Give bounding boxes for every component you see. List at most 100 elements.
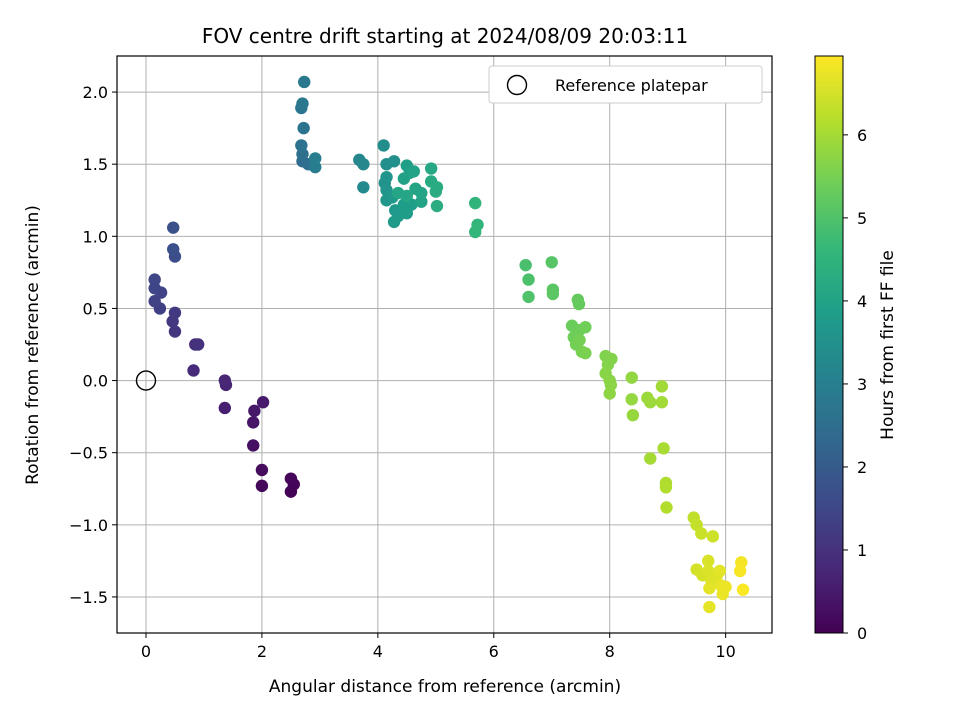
data-point <box>469 225 482 239</box>
data-point <box>309 152 322 165</box>
reference-point <box>135 370 157 391</box>
data-point <box>545 256 558 269</box>
data-point <box>256 396 270 409</box>
y-axis: −1.5 −1.0 −0.5 0.0 0.5 1.0 1.5 2.0 <box>69 83 117 607</box>
legend-marker-open-circle <box>506 74 528 96</box>
data-point <box>168 306 182 319</box>
y-tick-label: −1.5 <box>69 588 108 607</box>
data-point <box>387 155 401 168</box>
y-tick-label: 0.5 <box>83 299 108 318</box>
data-point <box>522 273 535 286</box>
x-tick-label: 6 <box>489 642 499 661</box>
x-tick-label: 0 <box>141 642 151 661</box>
data-point <box>148 295 161 308</box>
plot-background <box>117 56 772 633</box>
y-tick-label: 1.0 <box>83 227 108 246</box>
data-point <box>397 172 411 185</box>
data-point <box>579 346 592 360</box>
data-point <box>357 157 370 171</box>
x-tick-label: 2 <box>257 642 267 661</box>
data-point <box>255 463 269 477</box>
data-point <box>703 582 716 595</box>
data-point <box>296 97 309 110</box>
legend-box <box>488 65 763 104</box>
colorbar-tick-label: 0 <box>857 624 867 643</box>
data-point <box>298 75 311 89</box>
x-axis: 0 2 4 6 8 10 <box>141 633 736 661</box>
data-point <box>430 199 444 213</box>
colorbar-label: Hours from first FF file <box>878 250 898 440</box>
data-point <box>625 371 638 384</box>
legend: Reference platepar <box>488 65 763 104</box>
y-tick-label: −0.5 <box>69 444 108 463</box>
colorbar-bar <box>814 55 844 634</box>
data-points <box>148 75 750 614</box>
data-point <box>657 442 670 455</box>
data-point <box>644 452 657 465</box>
legend-label: Reference platepar <box>555 76 708 95</box>
data-point <box>247 439 260 452</box>
plot-frame <box>116 55 773 634</box>
y-tick-label: 0.0 <box>83 372 108 391</box>
data-point <box>191 338 205 351</box>
data-point <box>603 387 616 400</box>
data-point <box>424 162 438 175</box>
y-tick-label: 2.0 <box>83 83 108 102</box>
colorbar-tick-label: 2 <box>857 458 867 477</box>
data-point <box>733 564 747 578</box>
data-point <box>400 189 414 203</box>
data-point <box>703 600 716 614</box>
colorbar-tick-label: 5 <box>857 209 867 228</box>
colorbar-tick-label: 6 <box>857 126 867 145</box>
y-axis-label: Rotation from reference (arcmin) <box>23 205 43 485</box>
colorbar-tick-label: 4 <box>857 292 867 311</box>
x-tick-label: 8 <box>605 642 615 661</box>
chart-title: FOV centre drift starting at 2024/08/09 … <box>202 24 688 48</box>
colorbar-tick-label: 3 <box>857 375 867 394</box>
data-point <box>409 182 422 195</box>
data-point <box>626 408 640 422</box>
data-point <box>660 501 673 514</box>
data-point <box>284 472 298 485</box>
colorbar-ticks: 0 1 2 3 4 5 6 <box>843 126 867 643</box>
data-point <box>429 185 443 198</box>
data-point <box>469 196 482 210</box>
data-point <box>218 401 232 415</box>
data-point <box>415 195 428 208</box>
data-point <box>573 333 586 347</box>
data-point <box>546 287 560 301</box>
data-point <box>659 481 673 494</box>
data-point <box>736 583 750 596</box>
data-point <box>702 554 715 568</box>
x-tick-label: 4 <box>373 642 383 661</box>
data-point <box>357 181 370 194</box>
data-point <box>655 396 669 409</box>
y-tick-label: 1.5 <box>83 155 108 174</box>
data-point <box>579 320 592 334</box>
data-point <box>148 273 161 286</box>
data-point <box>377 139 390 152</box>
data-point <box>380 170 393 184</box>
data-point <box>297 121 310 135</box>
x-tick-label: 10 <box>715 642 735 661</box>
data-point <box>625 393 638 406</box>
data-point <box>167 221 180 234</box>
colorbar: 0 1 2 3 4 5 6 Hours from first FF file <box>814 55 898 643</box>
data-point <box>255 479 269 493</box>
data-point <box>168 325 182 338</box>
y-tick-label: −1.0 <box>69 516 108 535</box>
data-point <box>309 160 322 174</box>
data-point <box>387 215 401 229</box>
data-point <box>407 165 420 178</box>
data-point <box>218 374 232 387</box>
data-point <box>248 404 261 418</box>
data-point <box>719 580 732 594</box>
reference-platepar-marker <box>135 370 157 391</box>
data-point <box>706 530 720 543</box>
data-point <box>522 290 535 304</box>
data-point <box>167 243 180 256</box>
data-point <box>295 139 308 152</box>
data-point <box>572 297 586 311</box>
data-point <box>695 527 708 540</box>
data-point <box>187 364 200 377</box>
